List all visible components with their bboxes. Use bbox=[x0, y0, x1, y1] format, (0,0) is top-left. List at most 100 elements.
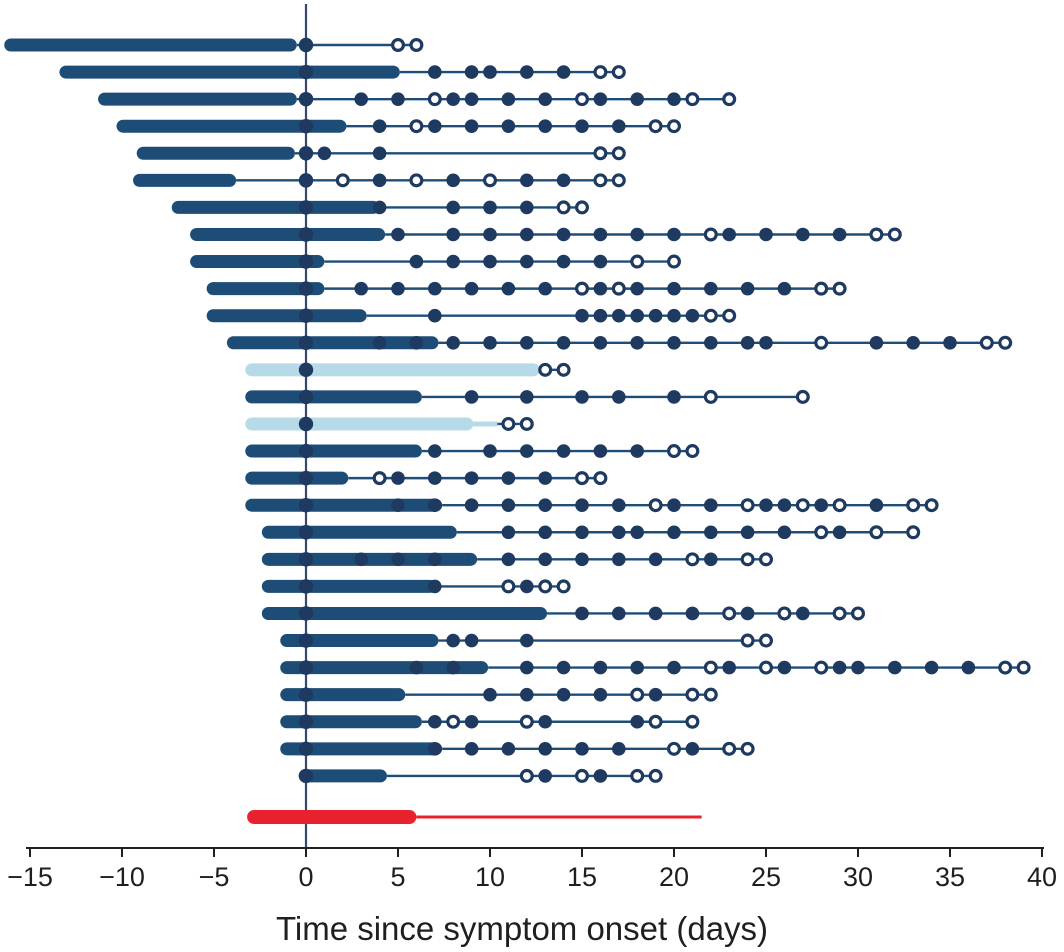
filled-test-marker bbox=[612, 525, 626, 540]
open-test-marker bbox=[611, 173, 626, 188]
duration-bar bbox=[226, 336, 439, 350]
open-test-marker bbox=[906, 498, 921, 513]
onset-day-dot bbox=[298, 660, 314, 675]
filled-test-marker bbox=[612, 308, 626, 323]
filled-test-marker bbox=[593, 281, 608, 296]
onset-day-dot bbox=[298, 64, 314, 80]
filled-test-marker bbox=[612, 552, 626, 567]
open-test-marker bbox=[740, 552, 755, 567]
filled-test-marker bbox=[556, 173, 571, 188]
open-test-marker bbox=[372, 471, 387, 486]
filled-test-marker bbox=[428, 579, 442, 594]
open-test-marker bbox=[427, 92, 442, 107]
open-test-marker bbox=[814, 281, 829, 296]
filled-test-marker bbox=[428, 119, 442, 134]
open-test-marker bbox=[538, 579, 553, 594]
onset-day-dot bbox=[298, 281, 314, 296]
filled-test-marker bbox=[704, 335, 718, 350]
duration-bar bbox=[206, 282, 325, 296]
filled-test-marker bbox=[630, 308, 644, 323]
patient-row-P22 bbox=[261, 606, 865, 621]
duration-bar bbox=[261, 606, 548, 620]
filled-test-marker bbox=[556, 687, 571, 702]
filled-test-marker bbox=[630, 525, 644, 540]
filled-test-marker bbox=[759, 227, 773, 242]
open-test-marker bbox=[758, 552, 773, 567]
filled-test-marker bbox=[372, 119, 387, 134]
filled-test-marker bbox=[777, 281, 792, 296]
open-test-marker bbox=[409, 37, 424, 52]
filled-test-marker bbox=[538, 471, 552, 485]
open-test-marker bbox=[611, 146, 626, 161]
duration-bar bbox=[245, 471, 349, 485]
patient-row-P17 bbox=[245, 470, 608, 486]
filled-test-marker bbox=[446, 200, 461, 215]
x-axis-tick-label: 20 bbox=[659, 862, 689, 892]
filled-test-marker bbox=[501, 525, 516, 540]
filled-test-marker bbox=[483, 687, 497, 702]
filled-test-marker bbox=[556, 660, 571, 675]
duration-bar bbox=[280, 742, 443, 756]
patient-row-P07 bbox=[171, 200, 589, 215]
filled-test-marker bbox=[520, 200, 534, 215]
duration-bar bbox=[190, 255, 325, 269]
filled-test-marker bbox=[814, 498, 828, 512]
patient-row-P23 bbox=[280, 633, 773, 648]
filled-test-marker bbox=[428, 552, 442, 567]
patient-row-P05 bbox=[136, 146, 626, 161]
open-test-marker bbox=[685, 444, 700, 459]
filled-test-marker bbox=[520, 173, 534, 188]
open-test-marker bbox=[740, 741, 755, 756]
open-test-marker bbox=[648, 119, 663, 134]
x-axis-tick-label: 40 bbox=[1027, 862, 1057, 892]
open-test-marker bbox=[556, 200, 571, 215]
filled-test-marker bbox=[446, 92, 461, 106]
patient-row-summary bbox=[247, 810, 702, 824]
filled-test-marker bbox=[501, 742, 516, 756]
filled-test-marker bbox=[520, 660, 534, 675]
filled-test-marker bbox=[464, 714, 479, 729]
filled-test-marker bbox=[612, 119, 626, 134]
filled-test-marker bbox=[777, 498, 792, 512]
filled-test-marker bbox=[593, 92, 608, 106]
filled-test-marker bbox=[501, 498, 516, 512]
filled-test-marker bbox=[943, 335, 957, 350]
patient-row-P12 bbox=[226, 335, 1013, 350]
filled-test-marker bbox=[372, 173, 387, 188]
duration-bar bbox=[261, 525, 457, 539]
x-axis-tick-label: 25 bbox=[751, 862, 781, 892]
x-axis-tick-label: 15 bbox=[567, 862, 597, 892]
open-test-marker bbox=[740, 633, 755, 648]
filled-test-marker bbox=[685, 606, 700, 621]
open-test-marker bbox=[758, 633, 773, 648]
filled-test-marker bbox=[667, 390, 681, 404]
filled-test-marker bbox=[832, 660, 847, 675]
duration-bar bbox=[245, 417, 474, 431]
open-test-marker bbox=[722, 308, 737, 323]
open-test-marker bbox=[832, 281, 847, 296]
filled-test-marker bbox=[391, 281, 405, 296]
duration-bar bbox=[4, 38, 297, 52]
filled-test-marker bbox=[520, 444, 534, 458]
filled-test-marker bbox=[593, 227, 608, 242]
filled-test-marker bbox=[464, 742, 479, 756]
patient-row-P15 bbox=[245, 416, 534, 432]
open-test-marker bbox=[574, 200, 589, 215]
filled-test-marker bbox=[630, 281, 644, 296]
filled-test-marker bbox=[428, 281, 442, 296]
x-axis-tick-label: 35 bbox=[935, 862, 965, 892]
filled-test-marker bbox=[796, 606, 810, 621]
filled-test-marker bbox=[704, 552, 718, 567]
open-test-marker bbox=[814, 660, 829, 675]
duration-bar bbox=[206, 309, 367, 323]
filled-test-marker bbox=[556, 227, 571, 242]
filled-test-marker bbox=[575, 308, 589, 323]
open-test-marker bbox=[335, 173, 350, 188]
filled-test-marker bbox=[464, 119, 479, 134]
open-test-marker bbox=[483, 173, 498, 188]
filled-test-marker bbox=[483, 254, 497, 269]
filled-test-marker bbox=[704, 525, 718, 540]
filled-test-marker bbox=[648, 308, 663, 323]
filled-test-marker bbox=[428, 498, 442, 512]
filled-test-marker bbox=[556, 254, 571, 269]
